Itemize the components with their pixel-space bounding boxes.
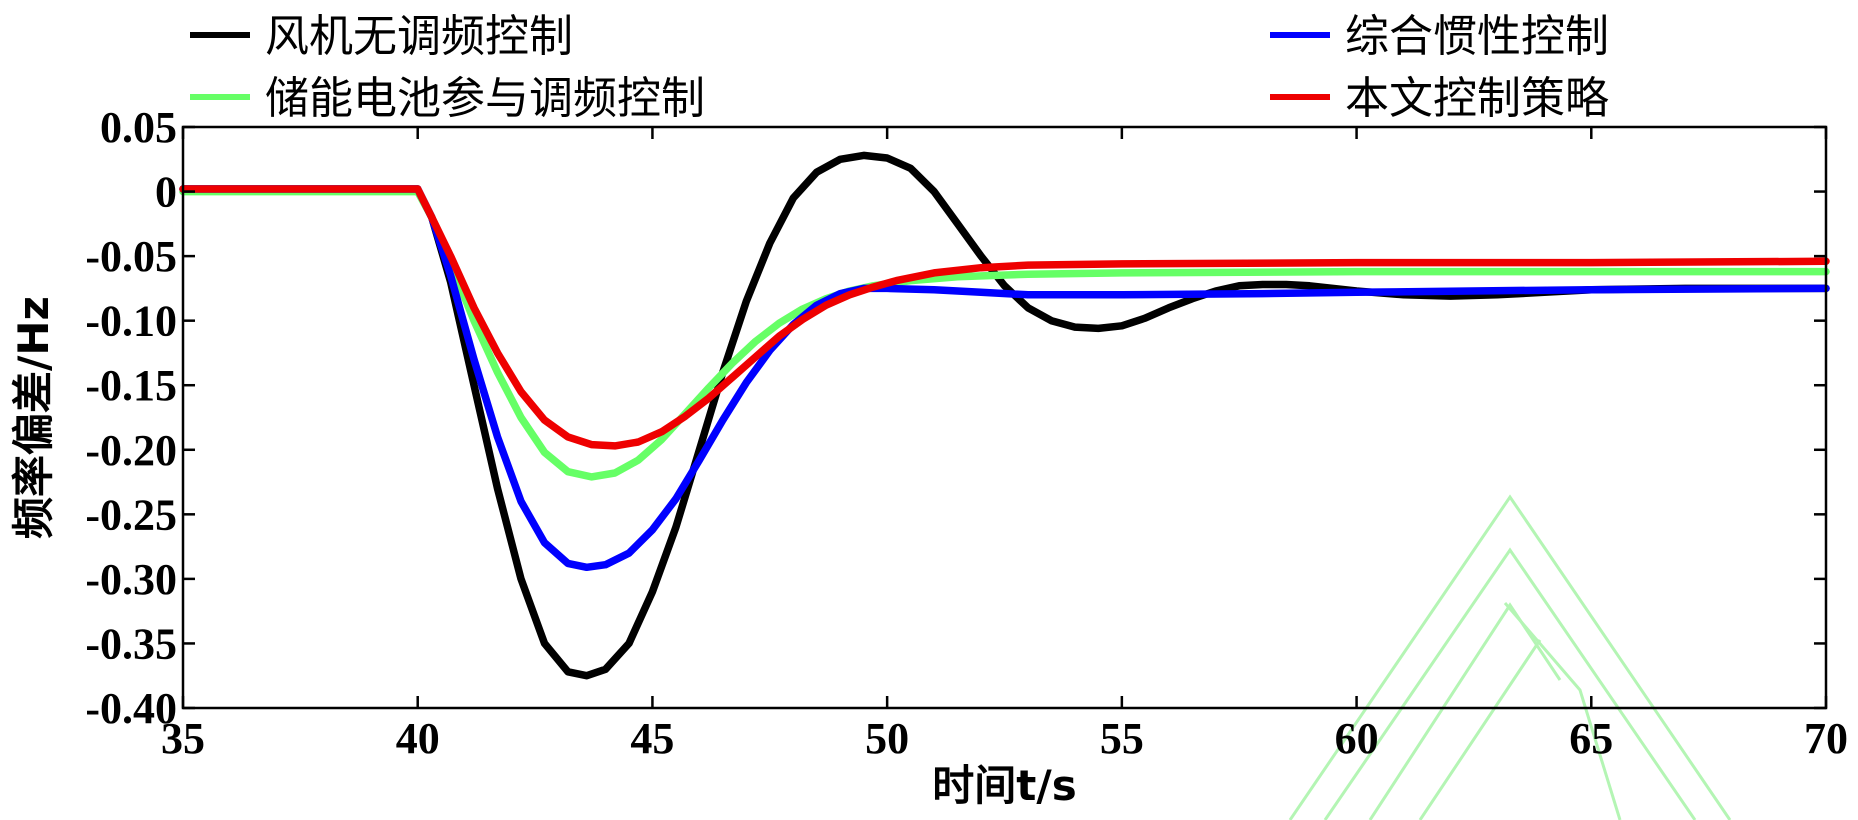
x-tick-label-5: 60 bbox=[1335, 714, 1379, 763]
x-tick-label-4: 55 bbox=[1100, 714, 1144, 763]
y-tick-label-2: -0.05 bbox=[85, 232, 177, 281]
y-tick-label-4: -0.15 bbox=[85, 361, 177, 410]
series-line-2 bbox=[179, 185, 1830, 572]
x-tick-label-2: 45 bbox=[630, 714, 674, 763]
legend-label-0: 风机无调频控制 bbox=[265, 11, 573, 62]
series-layer bbox=[179, 151, 1830, 680]
y-tick-label-5: -0.20 bbox=[85, 426, 177, 475]
watermark-stroke-4 bbox=[1503, 602, 1622, 820]
y-tick-label-0: 0.05 bbox=[100, 103, 177, 152]
watermark-stroke-2 bbox=[1368, 602, 1562, 820]
series-line-0 bbox=[179, 151, 1830, 680]
x-tick-label-0: 35 bbox=[161, 714, 205, 763]
x-tick-label-3: 50 bbox=[865, 714, 909, 763]
y-tick-label-7: -0.30 bbox=[85, 555, 177, 604]
x-tick-label-7: 70 bbox=[1804, 714, 1848, 763]
y-tick-label-9: -0.40 bbox=[85, 684, 177, 733]
x-tick-label-6: 65 bbox=[1569, 714, 1613, 763]
plot-frame bbox=[181, 125, 1828, 710]
legend-label-1: 储能电池参与调频控制 bbox=[265, 73, 705, 124]
series-line-1 bbox=[179, 187, 1830, 481]
watermark-stroke-0 bbox=[1288, 494, 1732, 820]
y-tick-label-8: -0.35 bbox=[85, 619, 177, 668]
y-tick-label-1: 0 bbox=[155, 168, 177, 217]
watermark-logo bbox=[1288, 494, 1732, 820]
legend-label-3: 本文控制策略 bbox=[1345, 73, 1609, 124]
x-tick-label-1: 40 bbox=[396, 714, 440, 763]
watermark-stroke-3 bbox=[1418, 639, 1542, 820]
x-axis-title: 时间t/s bbox=[932, 761, 1076, 810]
series-line-3 bbox=[179, 185, 1830, 450]
y-tick-label-6: -0.25 bbox=[85, 490, 177, 539]
legend-label-2: 综合惯性控制 bbox=[1345, 11, 1609, 62]
y-axis-title: 频率偏差/Hz bbox=[9, 296, 58, 539]
y-tick-label-3: -0.10 bbox=[85, 297, 177, 346]
watermark-stroke-1 bbox=[1323, 547, 1697, 820]
ticks-layer: 35 40 45 50 55 60 65 70 0.05 0 -0.05 -0.10 -0.15 -0.2… bbox=[85, 103, 1848, 763]
